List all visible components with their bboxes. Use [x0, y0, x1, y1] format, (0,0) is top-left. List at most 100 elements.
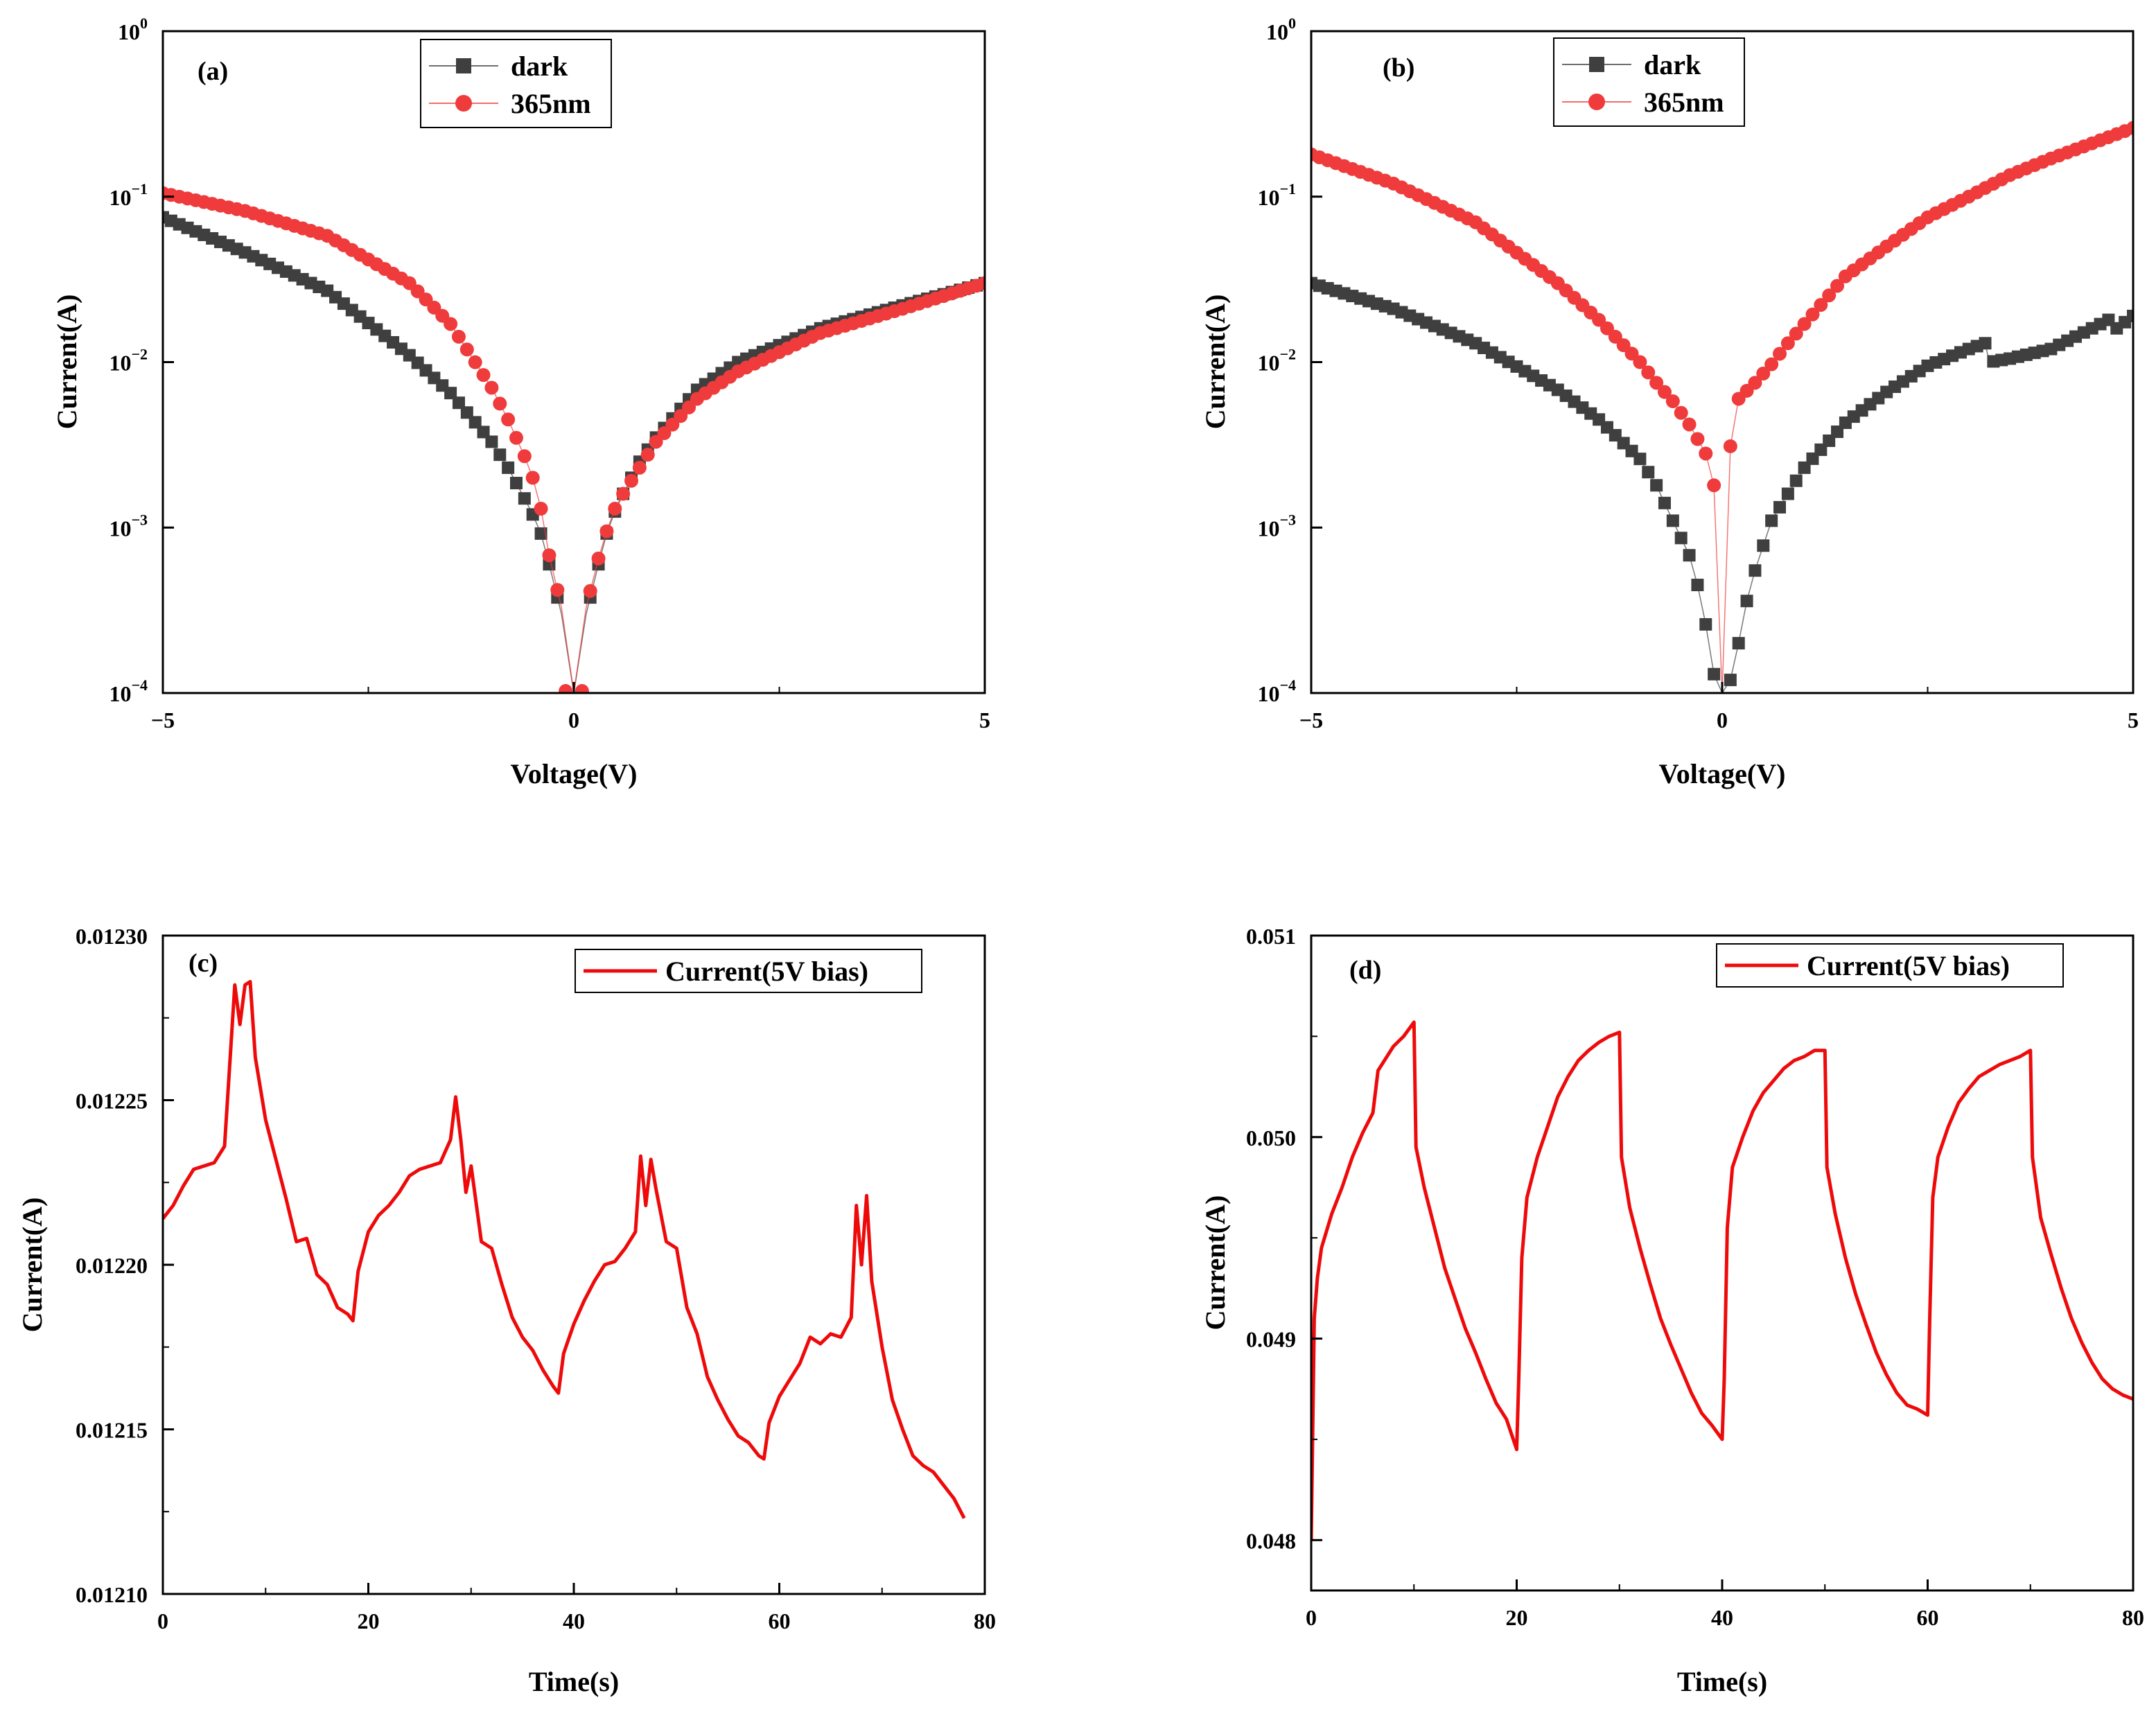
365nm-point — [591, 551, 606, 566]
x-tick-label: 60 — [1917, 1605, 1939, 1630]
365nm-point — [1814, 297, 1828, 312]
365nm-point — [575, 684, 589, 693]
legend-dark-text: dark — [1644, 49, 1701, 80]
dark-point — [1979, 337, 1992, 350]
dark-point — [1633, 453, 1647, 466]
365nm-point — [1665, 394, 1680, 408]
plot-area-a — [163, 186, 985, 693]
dark-point — [1642, 466, 1655, 479]
legend-current-text: Current(5V bias) — [665, 956, 868, 987]
y-tick-label: 0.01225 — [76, 1089, 148, 1114]
365nm-point — [649, 435, 663, 449]
365nm-point — [542, 548, 556, 563]
panel-d-legend: Current(5V bias) — [1716, 943, 2064, 988]
dark-point — [534, 527, 547, 540]
365nm-point — [525, 471, 540, 485]
dark-point — [1789, 474, 1803, 487]
y-tick-label: 0.049 — [1246, 1327, 1296, 1352]
365nm-point — [674, 409, 688, 423]
panel-a-marks — [163, 186, 985, 693]
365nm-point — [1773, 347, 1787, 361]
365nm-point — [1699, 446, 1713, 461]
365nm-point — [682, 400, 696, 414]
x-tick-label: 60 — [769, 1609, 791, 1633]
plot-area-c — [163, 980, 966, 1519]
dark-point — [1749, 564, 1762, 577]
365nm-point — [484, 380, 499, 395]
legend-365nm-text: 365nm — [511, 88, 591, 119]
dark-point — [1773, 500, 1787, 514]
365nm-point — [1780, 336, 1795, 351]
365nm-point — [1830, 279, 1845, 293]
panel-d-frame — [1310, 934, 2135, 1592]
y-tick-label: 10−3 — [1257, 511, 1296, 541]
series-line-current-5v-bias- — [163, 980, 966, 1519]
365nm-point — [493, 396, 507, 411]
365nm-point — [534, 502, 548, 516]
x-tick-label: −5 — [1299, 708, 1323, 733]
x-tick-label: 0 — [1306, 1605, 1317, 1630]
panel-c-legend: Current(5V bias) — [575, 949, 922, 993]
dark-point — [444, 387, 457, 400]
365nm-point — [468, 355, 482, 369]
panel-d-marks — [1311, 1020, 2133, 1541]
dark-point — [485, 435, 498, 448]
series-line-dark — [163, 216, 985, 693]
panel-c-marks — [163, 980, 966, 1519]
365nm-point — [1657, 385, 1672, 399]
dark-point — [1757, 539, 1770, 552]
y-tick-label: 10−1 — [109, 180, 148, 210]
dark-point — [1708, 667, 1721, 681]
y-tick-label: 0.01210 — [76, 1582, 148, 1607]
panel-d-label: (d) — [1349, 956, 1381, 985]
legend-dark-marker — [1589, 57, 1604, 72]
panel-d-yticks: 0.048 0.049 0.050 0.051 — [1246, 924, 1322, 1553]
365nm-point — [1682, 417, 1697, 432]
panel-b-legend: dark 365nm — [1553, 37, 1745, 127]
x-tick-label: 20 — [358, 1609, 380, 1633]
legend-365nm-text: 365nm — [1644, 87, 1724, 118]
dark-point — [1740, 595, 1753, 608]
legend-box — [1553, 37, 1745, 127]
365nm-point — [657, 426, 672, 441]
365nm-point — [1641, 365, 1656, 380]
y-tick-label: 0.051 — [1246, 924, 1296, 949]
panel-b-yticks: 10−4 10−3 10−2 10−1 100 — [1257, 15, 1322, 706]
365nm-point — [1748, 376, 1762, 390]
panel-c-ylabel: Current(A) — [17, 1198, 48, 1333]
365nm-point — [632, 460, 647, 475]
y-tick-label: 0.01230 — [76, 924, 148, 949]
series-line-current-5v-bias- — [1311, 1020, 2133, 1541]
y-tick-label: 0.01215 — [76, 1418, 148, 1443]
365nm-point — [1649, 376, 1664, 390]
dark-point — [1658, 496, 1671, 509]
dark-point — [477, 426, 490, 439]
365nm-point — [978, 276, 985, 290]
365nm-point — [1822, 288, 1837, 303]
panel-d: 0 20 40 60 80 0.048 0.049 0.050 0.051 (d) Time(… — [1200, 924, 2144, 1697]
x-tick-label: 5 — [2128, 708, 2139, 733]
panel-b-xticks: −5 0 5 — [1299, 682, 2139, 733]
panel-c-yticks: 0.01210 0.01215 0.01220 0.01225 0.01230 — [76, 924, 174, 1607]
dark-point — [518, 492, 531, 505]
y-tick-label: 10−3 — [109, 511, 148, 541]
365nm-point — [1690, 432, 1705, 446]
365nm-point — [583, 584, 597, 598]
365nm-point — [476, 368, 491, 383]
y-tick-label: 100 — [118, 15, 148, 44]
panel-a-yticks: 10−4 10−3 10−2 10−1 100 — [109, 15, 174, 706]
x-tick-label: 0 — [157, 1609, 168, 1633]
y-tick-label: 10−4 — [1257, 676, 1296, 706]
365nm-point — [608, 502, 622, 516]
plot-area-d — [1311, 1020, 2133, 1541]
panel-b-ylabel: Current(A) — [1200, 295, 1231, 430]
365nm-point — [640, 448, 655, 462]
365nm-point — [1707, 478, 1721, 493]
panel-b-marks — [1311, 121, 2133, 693]
365nm-point — [1789, 326, 1803, 341]
dark-point — [1765, 514, 1778, 527]
dark-point — [509, 477, 523, 490]
legend-365nm-marker — [1588, 94, 1605, 110]
dark-point — [1674, 532, 1688, 545]
